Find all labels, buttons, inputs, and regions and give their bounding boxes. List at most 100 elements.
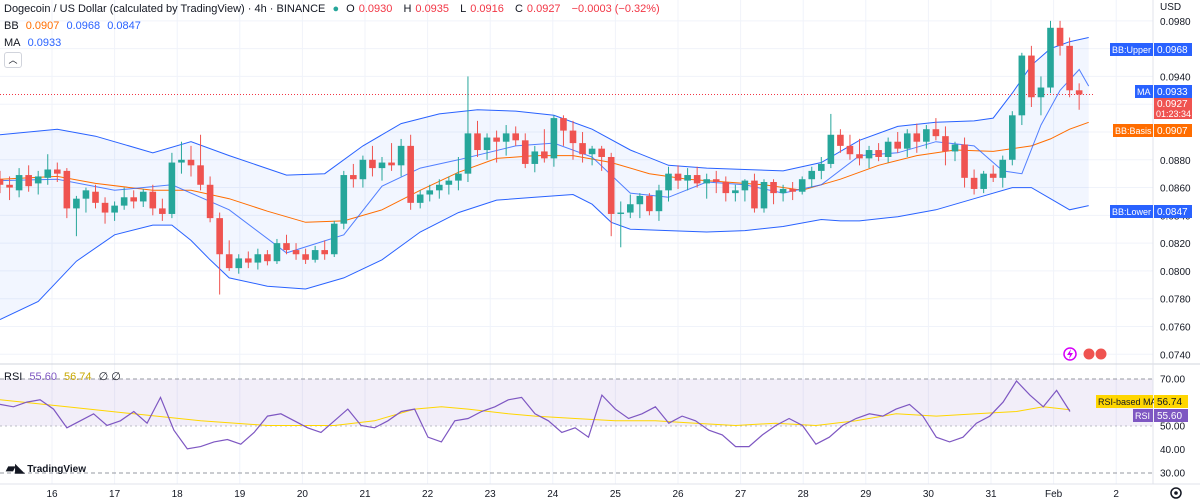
- candle-body: [483, 137, 491, 151]
- status-dot-icon: ●: [332, 3, 340, 15]
- bb-upper-label: BB:Upper 0.0968: [1110, 43, 1192, 56]
- lightning-glyph: [1067, 349, 1073, 359]
- bb-basis-label: BB:Basis 0.0907: [1113, 124, 1192, 137]
- rsi-legend-value: 55.60: [29, 371, 57, 383]
- candle-body: [407, 145, 414, 203]
- time-tick-label: 19: [234, 489, 246, 500]
- candle-body: [0, 179, 4, 185]
- rsi-tick-label: 50.00: [1160, 422, 1185, 433]
- candle-body: [330, 223, 338, 255]
- rsi-legend[interactable]: RSI 55.60 56.74 ∅ ∅: [4, 370, 125, 383]
- price-axis[interactable]: 0.09800.09600.09400.09200.09000.08800.08…: [1160, 17, 1191, 361]
- candle-body: [273, 243, 281, 262]
- price-tick-label: 0.0860: [1160, 184, 1191, 195]
- candle-body: [6, 184, 13, 188]
- candle-body: [474, 133, 481, 151]
- candle-body: [541, 151, 548, 159]
- candle-body: [999, 159, 1007, 178]
- candle-body: [646, 195, 653, 212]
- candle-body: [875, 150, 882, 157]
- candle-body: [369, 159, 376, 169]
- candle-body: [569, 130, 577, 144]
- candle-body: [15, 175, 23, 191]
- candle-body: [502, 133, 510, 142]
- time-tick-label: 23: [485, 489, 497, 500]
- candle-body: [130, 197, 137, 202]
- candle-body: [397, 145, 405, 166]
- candle-body: [1047, 27, 1054, 88]
- candle-body: [82, 190, 90, 199]
- ma-label-name: MA: [1137, 87, 1151, 97]
- candle-body: [302, 254, 309, 260]
- candle-body: [712, 179, 720, 182]
- rsi-tick-label: 40.00: [1160, 445, 1185, 456]
- candle-body: [426, 190, 434, 195]
- candle-body: [894, 141, 901, 149]
- candle-body: [627, 204, 634, 213]
- candle-body: [521, 140, 529, 164]
- candle-body: [798, 179, 806, 192]
- candle-body: [168, 162, 176, 214]
- candle-body: [1018, 55, 1026, 116]
- countdown: 01:23:34: [1156, 109, 1191, 119]
- time-tick-label: 16: [46, 489, 58, 500]
- close-label: C: [514, 3, 523, 15]
- tradingview-logo[interactable]: ▰◣ TradingView: [6, 461, 86, 475]
- low-label: L: [460, 3, 467, 15]
- rsi-ma-line: [0, 399, 1071, 427]
- candle-body: [636, 195, 644, 205]
- candle-body: [63, 170, 71, 209]
- flag-icon-2: [1094, 347, 1108, 361]
- candle-body: [884, 141, 892, 157]
- candle-body: [1056, 27, 1064, 46]
- high-label: H: [403, 3, 412, 15]
- currency-label[interactable]: USD: [1160, 2, 1181, 13]
- candle-body: [178, 159, 185, 163]
- rsi-ma-value: 56.74: [1157, 397, 1182, 408]
- last-price-label: 0.0927 01:23:34: [1154, 98, 1192, 119]
- candle-body: [741, 180, 749, 191]
- candle-body: [283, 243, 290, 251]
- price-tick-label: 0.0800: [1160, 267, 1191, 278]
- ma-legend[interactable]: MA 0.0933: [4, 37, 65, 49]
- candle-body: [579, 143, 586, 155]
- candle-body: [388, 162, 395, 166]
- time-tick-label: 28: [798, 489, 810, 500]
- candle-body: [493, 137, 500, 142]
- time-tick-label: 24: [547, 489, 559, 500]
- collapse-button[interactable]: ︿: [4, 52, 22, 68]
- candle-body: [436, 184, 443, 191]
- time-axis[interactable]: 16 17 18 19 20 21 22 23 24 25 26 27 28 29 30 31 Feb 2: [46, 489, 1119, 500]
- bb-legend-basis: 0.0907: [25, 20, 60, 32]
- bb-basis-name: BB:Basis: [1115, 126, 1152, 136]
- bb-upper-value: 0.0968: [1157, 45, 1188, 56]
- time-tick-label: 17: [109, 489, 121, 500]
- symbol-title[interactable]: Dogecoin / US Dollar (calculated by Trad…: [4, 3, 326, 15]
- candle-body: [751, 180, 758, 209]
- candle-body: [159, 208, 166, 214]
- change-value: −0.0003 (−0.32%): [571, 3, 660, 15]
- bb-legend[interactable]: BB 0.0907 0.0968 0.0847: [4, 20, 145, 32]
- candle-body: [808, 170, 816, 180]
- open-label: O: [346, 3, 355, 15]
- candle-body: [970, 177, 978, 189]
- high-value: 0.0935: [415, 3, 450, 15]
- bb-basis-value: 0.0907: [1157, 126, 1188, 137]
- candle-body: [101, 202, 109, 213]
- candle-body: [1037, 87, 1045, 98]
- candle-body: [340, 175, 348, 224]
- candle-body: [1066, 45, 1073, 91]
- open-value: 0.0930: [358, 3, 393, 15]
- candle-body: [903, 133, 911, 149]
- time-tick-label: 31: [985, 489, 997, 500]
- settings-gear-icon[interactable]: [1170, 487, 1182, 499]
- time-tick-label: 30: [923, 489, 935, 500]
- candle-body: [837, 134, 844, 146]
- candle-body: [760, 182, 768, 209]
- candle-body: [913, 133, 921, 142]
- bb-lower-label: BB:Lower 0.0847: [1110, 205, 1192, 218]
- events-icons[interactable]: [1063, 347, 1108, 361]
- price-tick-label: 0.0740: [1160, 350, 1191, 361]
